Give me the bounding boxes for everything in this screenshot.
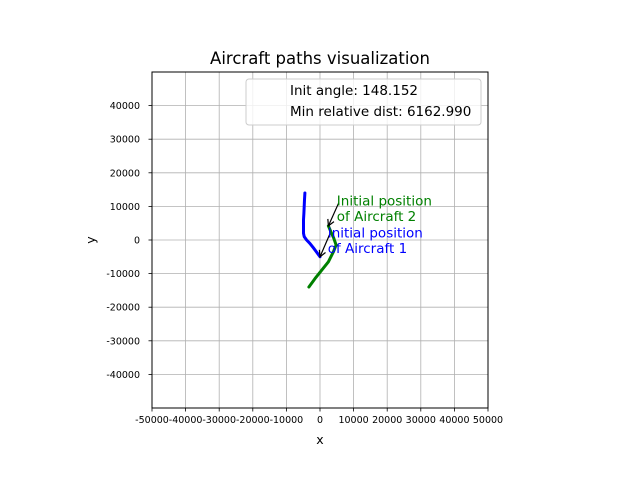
y-tick-label: 40000 bbox=[110, 101, 140, 112]
y-tick-label: -10000 bbox=[106, 269, 140, 280]
series-line-1 bbox=[302, 191, 322, 259]
y-tick-label: 10000 bbox=[110, 202, 140, 213]
x-tick-label: -40000 bbox=[169, 415, 203, 426]
x-tick-label: 10000 bbox=[338, 415, 368, 426]
legend: Init angle: 148.152 Min relative dist: 6… bbox=[245, 78, 482, 126]
legend-entry-init-angle: Init angle: 148.152 bbox=[290, 83, 418, 99]
series-line-2 bbox=[307, 224, 338, 289]
y-tick-label: 30000 bbox=[110, 135, 140, 146]
chart-title: Aircraft paths visualization bbox=[210, 49, 430, 68]
x-tick-label: -10000 bbox=[270, 415, 304, 426]
legend-entry-min-dist: Min relative dist: 6162.990 bbox=[290, 104, 471, 120]
annotation-arrow-2 bbox=[319, 234, 331, 258]
y-tick-label: 0 bbox=[134, 236, 140, 247]
annotation-arrowhead-2 bbox=[318, 249, 326, 258]
annotation-arrow-1 bbox=[327, 202, 340, 227]
x-tick-label: 30000 bbox=[406, 415, 436, 426]
axis-ticks: -50000 -40000 -30000 -20000 -10000 0 10000 2000… bbox=[106, 101, 503, 426]
annotation-arrowhead-1 bbox=[327, 218, 335, 228]
x-tick-label: 20000 bbox=[372, 415, 402, 426]
x-tick-label: 40000 bbox=[439, 415, 469, 426]
x-tick-label: -50000 bbox=[135, 415, 169, 426]
x-tick-label: 0 bbox=[317, 415, 323, 426]
annotation-text-1: of Aircraft 2 bbox=[337, 209, 416, 225]
annotation-text-2: Initial position bbox=[328, 225, 423, 241]
series-layer bbox=[302, 191, 338, 289]
y-tick-label: -40000 bbox=[106, 370, 140, 381]
y-tick-label: -20000 bbox=[106, 303, 140, 314]
x-tick-label: -20000 bbox=[236, 415, 270, 426]
legend-box bbox=[245, 78, 482, 126]
y-tick-label: -30000 bbox=[106, 336, 140, 347]
y-tick-label: 20000 bbox=[110, 168, 140, 179]
annotation-text-2: of Aircraft 1 bbox=[328, 241, 407, 257]
x-tick-label: -30000 bbox=[202, 415, 236, 426]
annotation-text-1: Initial position bbox=[337, 194, 432, 210]
x-axis-label: x bbox=[316, 432, 323, 447]
y-axis-label: y bbox=[83, 236, 98, 244]
x-tick-label: 50000 bbox=[473, 415, 503, 426]
